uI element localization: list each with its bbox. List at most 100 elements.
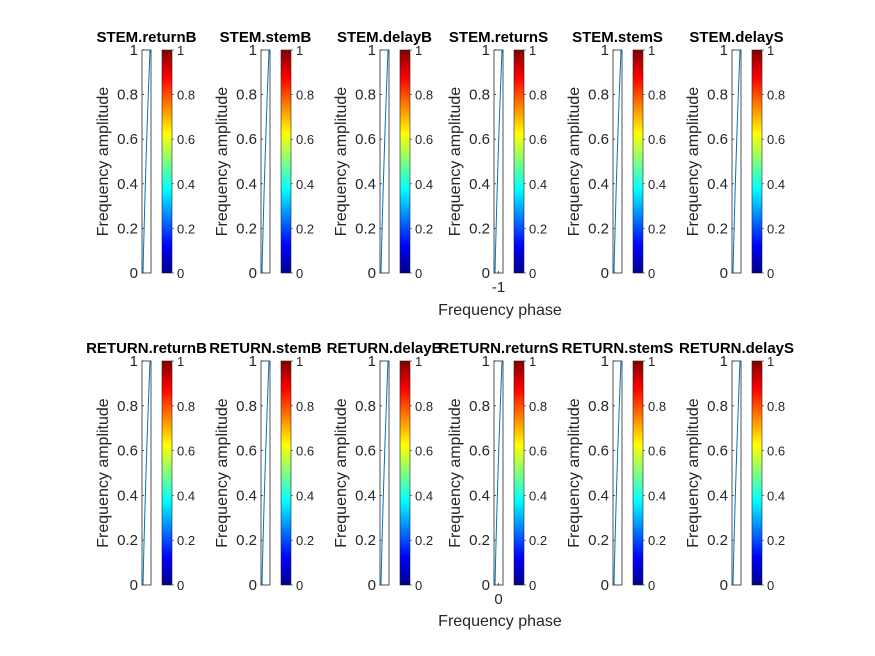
y-tick-label: 0.6 xyxy=(117,443,138,460)
colorbar xyxy=(399,360,411,586)
y-tick-label: 0.8 xyxy=(707,398,728,415)
subplot-title: STEM.delayB xyxy=(337,29,432,46)
y-tick-label: 0 xyxy=(720,577,728,594)
y-tick-label: 0.8 xyxy=(588,87,609,104)
colorbar-tick-label: 0.8 xyxy=(296,399,314,414)
y-tick-label: 0 xyxy=(249,265,257,282)
colorbar-tick-label: 0.8 xyxy=(767,399,785,414)
y-tick-label: 0.6 xyxy=(707,131,728,148)
colorbar xyxy=(632,360,644,586)
y-tick-label: 0.6 xyxy=(469,131,490,148)
colorbar-tick-label: 0.8 xyxy=(767,88,785,103)
colorbar-tick-label: 0.2 xyxy=(296,533,314,548)
y-axis-label: Frequency amplitude xyxy=(95,87,112,237)
y-axis-label: Frequency amplitude xyxy=(333,87,350,237)
colorbar-tick-label: 1 xyxy=(296,354,303,369)
colorbar-tick-label: 0.2 xyxy=(415,533,433,548)
colorbar-tick-label: 0.6 xyxy=(296,444,314,459)
colorbar-tick-label: 0.6 xyxy=(415,132,433,147)
y-tick-label: 1 xyxy=(249,42,257,59)
colorbar-tick-label: 0.4 xyxy=(648,488,666,503)
colorbar-tick-label: 0.8 xyxy=(529,399,547,414)
data-line xyxy=(261,49,270,274)
y-tick-label: 0.8 xyxy=(236,87,257,104)
x-axis-label: Frequency phase xyxy=(438,613,562,630)
data-line xyxy=(494,360,503,586)
colorbar-tick-label: 0.6 xyxy=(529,444,547,459)
colorbar-tick-label: 0.8 xyxy=(177,399,195,414)
colorbar-tick-label: 0.8 xyxy=(648,88,666,103)
subplot-title: RETURN.delayS xyxy=(679,340,794,357)
y-tick-label: 1 xyxy=(601,353,609,370)
y-tick-label: 0.4 xyxy=(469,487,490,504)
subplot-title: STEM.returnB xyxy=(96,29,196,46)
colorbar-tick-label: 1 xyxy=(177,354,184,369)
colorbar-tick-label: 1 xyxy=(529,354,536,369)
colorbar-tick-label: 0.4 xyxy=(296,488,314,503)
colorbar-tick-label: 1 xyxy=(648,43,655,58)
y-tick-label: 0.6 xyxy=(236,131,257,148)
y-tick-label: 0.2 xyxy=(236,220,257,237)
x-tick-label: -1 xyxy=(492,279,505,296)
colorbar-tick-label: 0.2 xyxy=(415,221,433,236)
y-tick-label: 0 xyxy=(368,577,376,594)
y-tick-label: 0.2 xyxy=(469,220,490,237)
colorbar-tick-label: 0.6 xyxy=(415,444,433,459)
data-line xyxy=(380,360,389,586)
y-tick-label: 0.4 xyxy=(469,176,490,193)
y-tick-label: 0 xyxy=(720,265,728,282)
colorbar-tick-label: 0.8 xyxy=(296,88,314,103)
y-tick-label: 0.8 xyxy=(469,87,490,104)
y-tick-label: 0.6 xyxy=(707,443,728,460)
colorbar-tick-label: 0 xyxy=(296,578,303,593)
y-tick-label: 1 xyxy=(482,42,490,59)
y-tick-label: 0.4 xyxy=(236,487,257,504)
subplot-title: STEM.stemB xyxy=(220,29,312,46)
colorbar-tick-label: 0.6 xyxy=(648,132,666,147)
y-tick-label: 0.8 xyxy=(355,87,376,104)
colorbar-tick-label: 0.8 xyxy=(648,399,666,414)
y-tick-label: 0.4 xyxy=(707,176,728,193)
colorbar-tick-label: 0.4 xyxy=(529,177,547,192)
colorbar-tick-label: 0.6 xyxy=(648,444,666,459)
y-tick-label: 0 xyxy=(249,577,257,594)
subplot-title: RETURN.stemB xyxy=(209,340,322,357)
colorbar-tick-label: 0 xyxy=(415,266,422,281)
y-tick-label: 0.4 xyxy=(236,176,257,193)
y-tick-label: 0.4 xyxy=(588,487,609,504)
colorbar-tick-label: 0.4 xyxy=(415,488,433,503)
colorbar-tick-label: 0.4 xyxy=(415,177,433,192)
y-axis-label: Frequency amplitude xyxy=(214,398,231,548)
y-tick-label: 0.6 xyxy=(117,131,138,148)
subplot-title: STEM.delayS xyxy=(689,29,783,46)
y-tick-label: 0.2 xyxy=(117,220,138,237)
y-tick-label: 0.4 xyxy=(707,487,728,504)
colorbar-tick-label: 1 xyxy=(415,43,422,58)
y-tick-label: 0.4 xyxy=(355,176,376,193)
y-tick-label: 0.8 xyxy=(355,398,376,415)
colorbar-tick-label: 0.6 xyxy=(296,132,314,147)
subplot-title: RETURN.delayB xyxy=(327,340,443,357)
y-tick-label: 0 xyxy=(601,265,609,282)
y-tick-label: 0 xyxy=(482,577,490,594)
y-axis-label: Frequency amplitude xyxy=(447,87,464,237)
y-axis-label: Frequency amplitude xyxy=(566,398,583,548)
x-tick-label: 0 xyxy=(494,591,502,608)
colorbar-tick-label: 0 xyxy=(767,266,774,281)
y-tick-label: 1 xyxy=(130,353,138,370)
colorbar-tick-label: 0 xyxy=(415,578,422,593)
colorbar-tick-label: 0.8 xyxy=(415,399,433,414)
y-tick-label: 1 xyxy=(720,42,728,59)
data-line xyxy=(380,49,389,274)
y-tick-label: 0.2 xyxy=(355,220,376,237)
colorbar xyxy=(280,49,292,274)
subplot-title: RETURN.returnS xyxy=(438,340,558,357)
y-tick-label: 0.2 xyxy=(117,532,138,549)
colorbar-tick-label: 0.6 xyxy=(177,132,195,147)
